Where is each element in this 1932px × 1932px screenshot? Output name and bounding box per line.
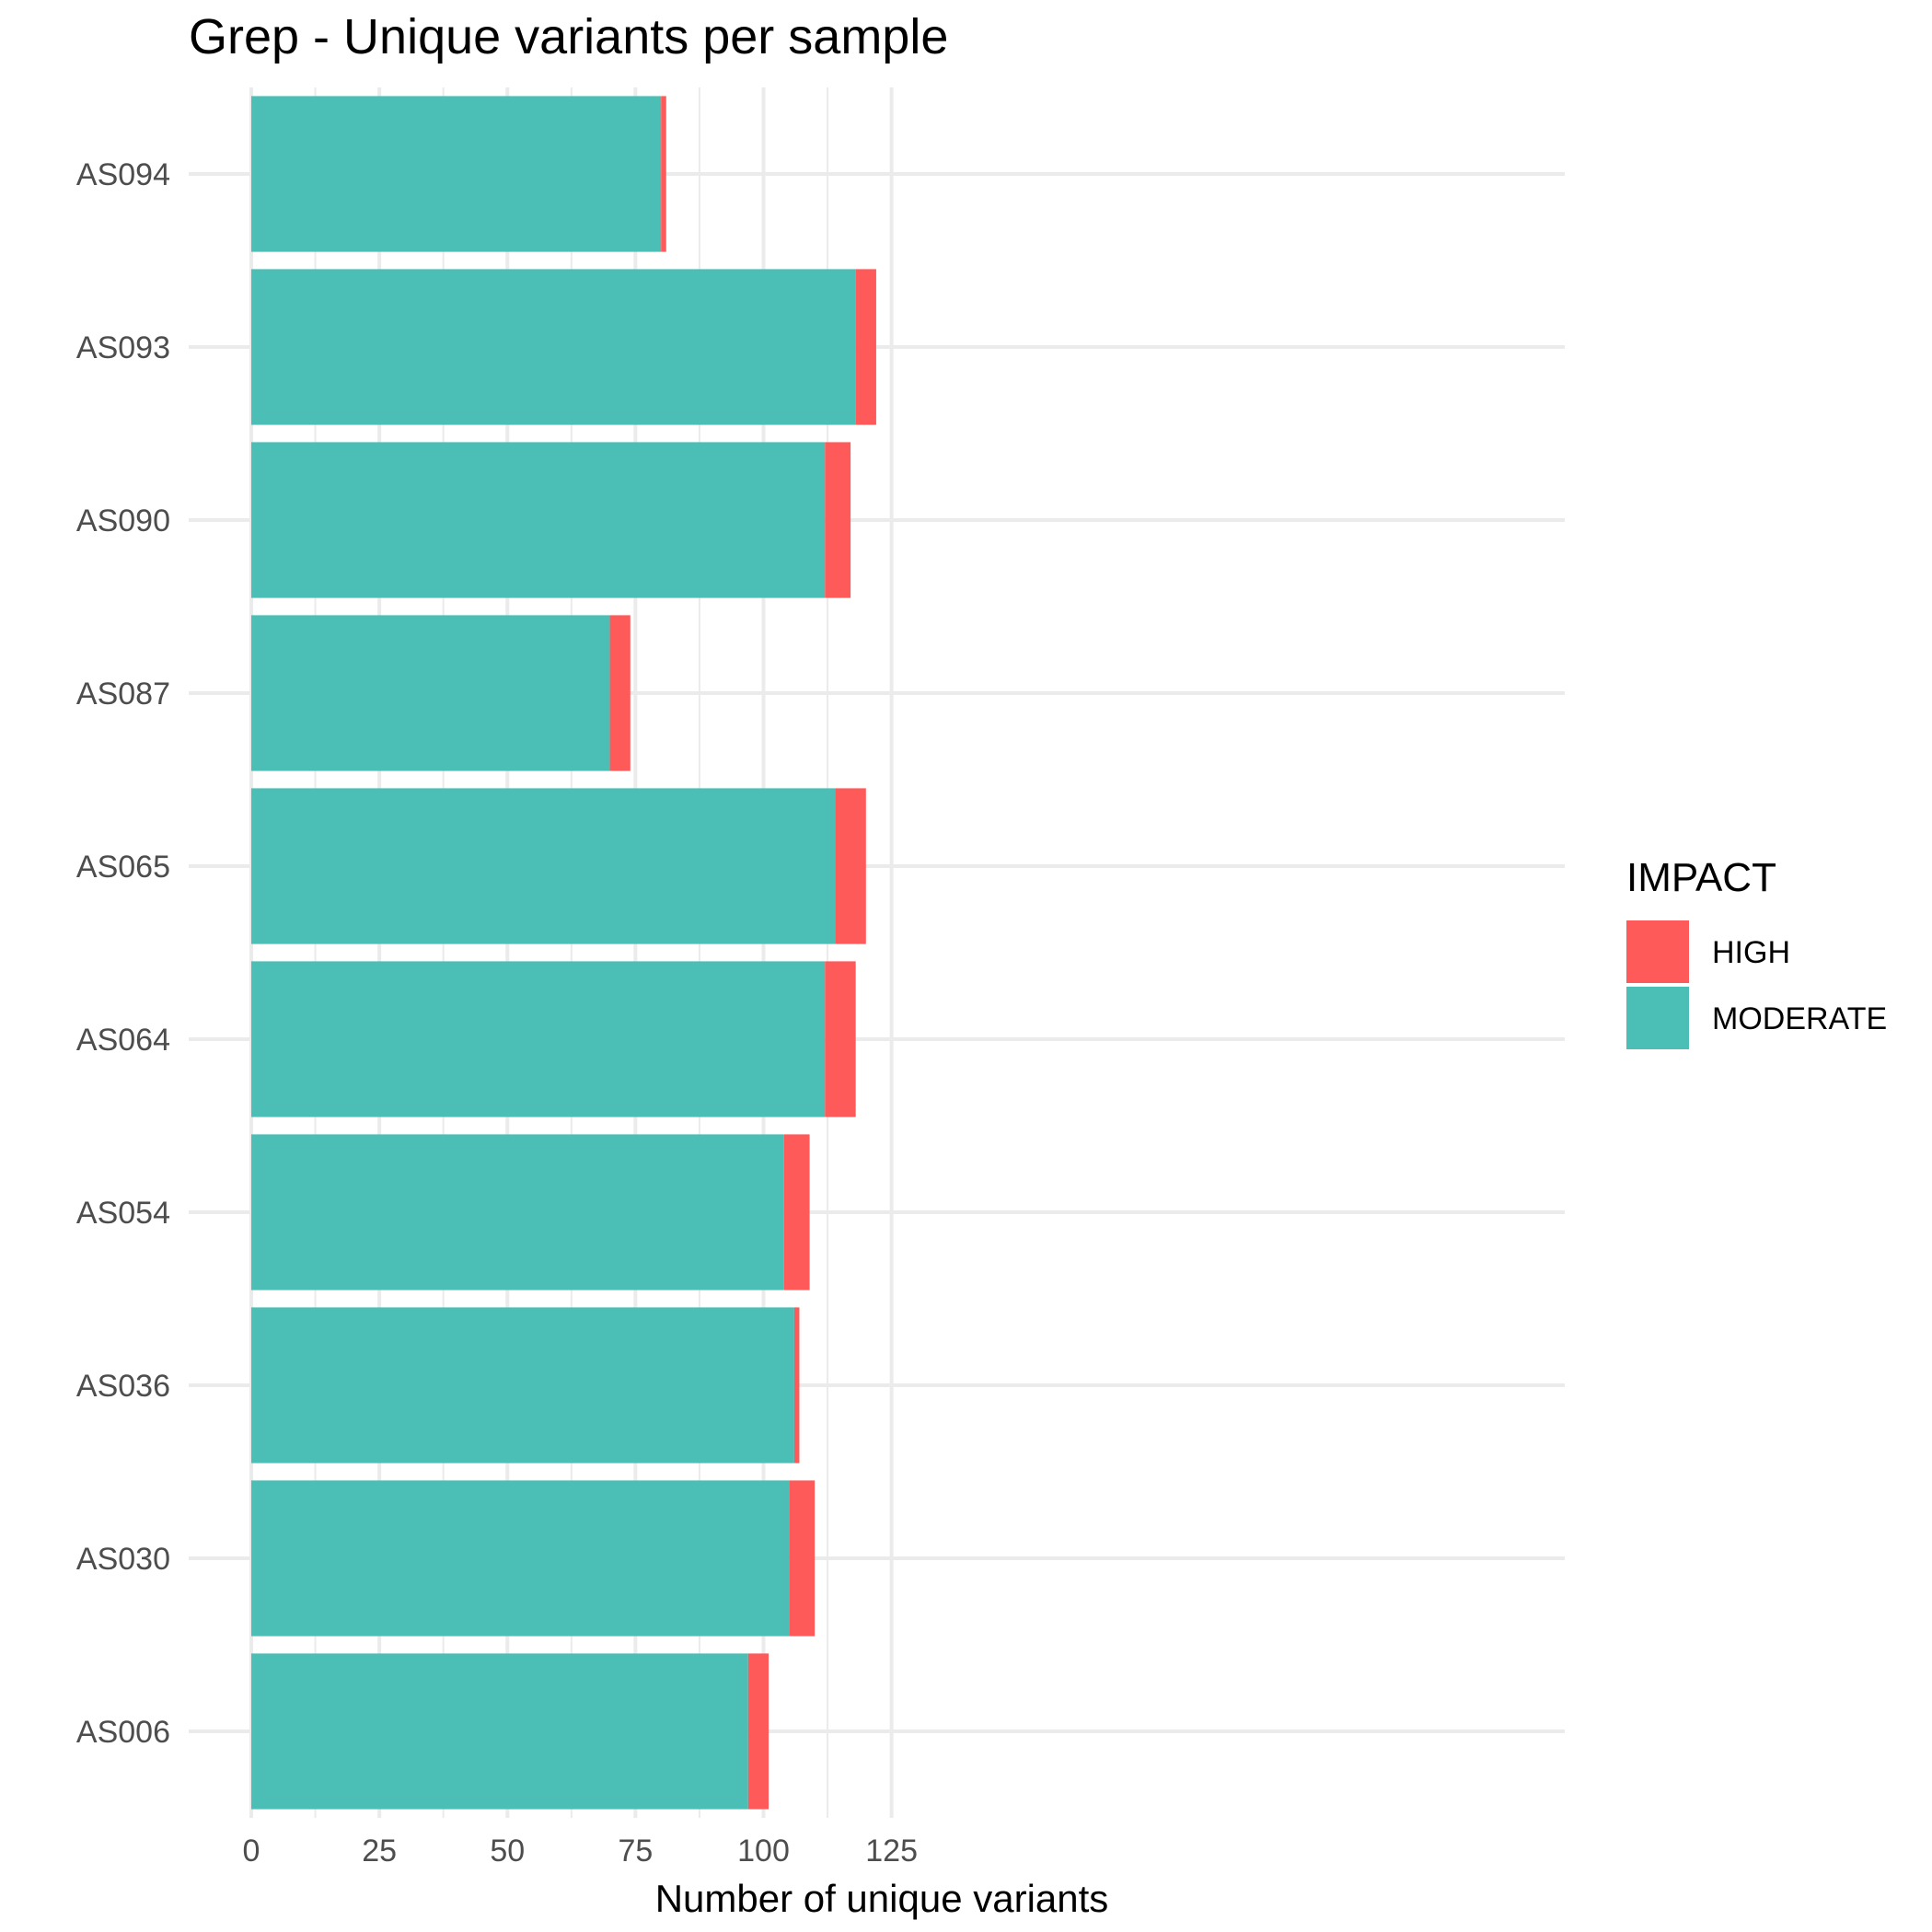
chart-title: Grep - Unique variants per sample bbox=[189, 9, 948, 64]
bar-as064-moderate bbox=[251, 961, 826, 1117]
y-axis: AS094 AS093 AS090 AS087 AS065 AS064 AS054 AS036… bbox=[76, 157, 170, 1750]
bar-as065-high bbox=[835, 788, 866, 944]
y-tick-label: AS036 bbox=[76, 1369, 170, 1404]
x-axis-title: Number of unique variants bbox=[655, 1877, 1109, 1920]
legend-label-moderate: MODERATE bbox=[1712, 1001, 1887, 1036]
y-tick-label: AS064 bbox=[76, 1023, 170, 1058]
legend-key-moderate bbox=[1626, 987, 1689, 1049]
bar-as090-high bbox=[825, 442, 851, 598]
bars bbox=[251, 96, 876, 1810]
legend: IMPACT HIGH MODERATE bbox=[1626, 855, 1887, 1049]
x-tick-label: 75 bbox=[618, 1834, 653, 1868]
y-tick-label: AS065 bbox=[76, 850, 170, 885]
x-tick-label: 25 bbox=[362, 1834, 397, 1868]
legend-title: IMPACT bbox=[1626, 855, 1776, 900]
legend-key-high bbox=[1626, 920, 1689, 983]
y-tick-label: AS054 bbox=[76, 1196, 170, 1231]
bar-as054-moderate bbox=[251, 1134, 784, 1290]
x-tick-label: 100 bbox=[737, 1834, 790, 1868]
bar-as087-high bbox=[609, 615, 631, 771]
bar-as094-high bbox=[661, 96, 666, 252]
y-tick-label: AS090 bbox=[76, 503, 170, 538]
bar-as093-high bbox=[855, 269, 876, 425]
y-tick-label: AS006 bbox=[76, 1715, 170, 1750]
bar-as006-moderate bbox=[251, 1653, 748, 1810]
y-tick-label: AS030 bbox=[76, 1542, 170, 1577]
bar-as036-moderate bbox=[251, 1307, 794, 1463]
bar-as036-high bbox=[793, 1307, 800, 1463]
x-tick-label: 0 bbox=[243, 1834, 260, 1868]
legend-label-high: HIGH bbox=[1712, 935, 1790, 970]
bar-as087-moderate bbox=[251, 615, 610, 771]
bar-as054-high bbox=[783, 1134, 810, 1290]
bar-as006-high bbox=[747, 1653, 769, 1810]
y-tick-label: AS094 bbox=[76, 157, 170, 192]
bar-as093-moderate bbox=[251, 269, 856, 425]
y-tick-label: AS087 bbox=[76, 677, 170, 711]
y-tick-label: AS093 bbox=[76, 330, 170, 365]
bar-as030-high bbox=[789, 1480, 816, 1637]
x-tick-label: 50 bbox=[490, 1834, 525, 1868]
x-tick-label: 125 bbox=[865, 1834, 918, 1868]
bar-as090-moderate bbox=[251, 442, 826, 598]
bar-as065-moderate bbox=[251, 788, 836, 944]
x-axis: 0 25 50 75 100 125 bbox=[243, 1834, 918, 1868]
bar-as030-moderate bbox=[251, 1480, 790, 1637]
bar-as094-moderate bbox=[251, 96, 662, 252]
bar-as064-high bbox=[825, 961, 856, 1117]
